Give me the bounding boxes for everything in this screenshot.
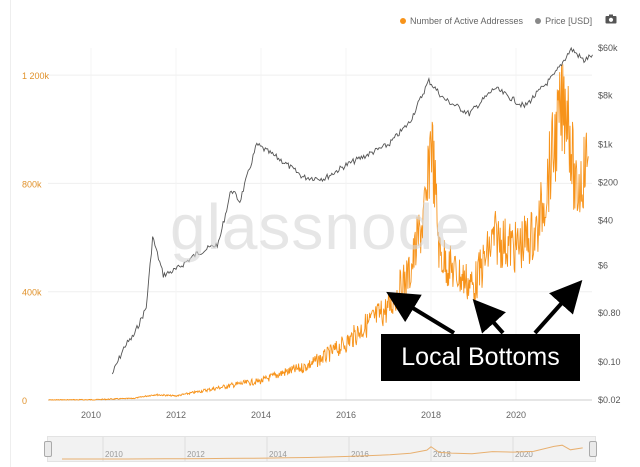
navigator-year-label: 2020 xyxy=(515,450,533,459)
right-axis-tick-label: $0.10 xyxy=(598,357,621,367)
left-axis-tick-label: 1 200k xyxy=(22,71,50,81)
navigator-preview: 2010 2012 2014 2016 2018 2020 xyxy=(62,437,583,461)
legend-item-price[interactable]: Price [USD] xyxy=(535,16,592,26)
right-axis-tick-label: $1k xyxy=(598,140,613,150)
active-addresses-dot-icon xyxy=(400,18,406,24)
navigator-year-label: 2010 xyxy=(105,450,123,459)
right-axis-tick-label: $200 xyxy=(598,178,618,188)
legend-active-label: Number of Active Addresses xyxy=(410,16,524,26)
legend: Number of Active Addresses Price [USD] xyxy=(400,13,592,29)
navigator-year-label: 2014 xyxy=(269,450,287,459)
x-axis-tick-label: 2018 xyxy=(421,410,441,420)
price-dot-icon xyxy=(535,18,542,24)
right-axis-tick-label: $8k xyxy=(598,91,613,101)
x-axis-tick-label: 2012 xyxy=(166,410,186,420)
annotation-label-box: Local Bottoms xyxy=(381,334,580,381)
left-axis-tick-label: 800k xyxy=(22,179,42,189)
navigator-series-line xyxy=(62,444,583,460)
right-axis-tick-label: $6 xyxy=(598,260,608,270)
navigator-year-label: 2012 xyxy=(187,450,205,459)
navigator-left-handle[interactable] xyxy=(44,441,52,457)
left-axis-tick-label: 400k xyxy=(22,288,42,298)
annotation-arrows xyxy=(386,280,583,335)
right-axis-tick-label: $60k xyxy=(598,43,618,53)
navigator-right-handle[interactable] xyxy=(589,441,597,457)
right-axis-tick-label: $0.02 xyxy=(598,395,621,405)
navigator-year-label: 2018 xyxy=(433,450,451,459)
annotation-arrow xyxy=(386,291,456,335)
x-axis-tick-label: 2014 xyxy=(251,410,271,420)
legend-price-label: Price [USD] xyxy=(545,16,593,26)
price-line xyxy=(111,46,593,375)
annotation-arrow xyxy=(533,280,583,335)
right-axis-tick-label: $40 xyxy=(598,216,613,226)
right-axis-tick-label: $0.80 xyxy=(598,308,621,318)
range-navigator[interactable]: 2010 2012 2014 2016 2018 2020 xyxy=(44,436,597,462)
annotation-arrow xyxy=(472,299,506,335)
camera-icon[interactable] xyxy=(605,14,617,24)
left-axis-tick-label: 0 xyxy=(22,396,27,406)
x-axis-tick-label: 2020 xyxy=(506,410,526,420)
x-axis-tick-label: 2016 xyxy=(336,410,356,420)
navigator-year-label: 2016 xyxy=(351,450,369,459)
legend-item-active-addresses[interactable]: Number of Active Addresses xyxy=(400,16,523,26)
active-addresses-line xyxy=(48,64,589,401)
annotation-label: Local Bottoms xyxy=(401,343,560,371)
x-axis-tick-label: 2010 xyxy=(81,410,101,420)
